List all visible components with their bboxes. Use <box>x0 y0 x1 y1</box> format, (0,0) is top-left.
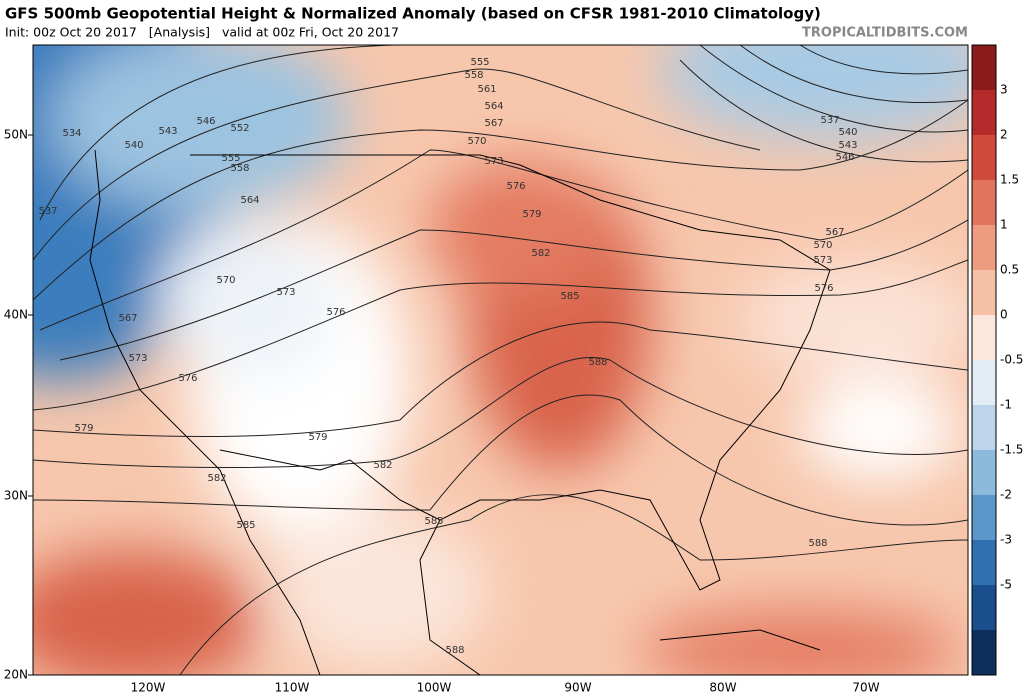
colorbar-label: 1 <box>1000 218 1008 232</box>
colorbar-label: -3 <box>1000 533 1012 547</box>
contour-label: 576 <box>178 373 197 384</box>
map-area: 5555585615645675705735765795825855885885… <box>33 45 968 675</box>
site-name: TROPICALTIDBITS.COM <box>802 26 968 41</box>
contour-label: 570 <box>216 275 235 286</box>
contour-label: 555 <box>470 57 489 68</box>
contour-label: 543 <box>158 126 177 137</box>
colorbar-label: -1.5 <box>1000 443 1023 457</box>
colorbar-label: 0.5 <box>1000 263 1019 277</box>
lon-label: 90W <box>564 681 591 695</box>
contour-label: 588 <box>808 538 827 549</box>
colorbar-label: 0 <box>1000 308 1008 322</box>
colorbar-swatch <box>972 450 996 496</box>
contour-label: 582 <box>207 473 226 484</box>
colorbar-swatch <box>972 270 996 316</box>
contour-label: 570 <box>813 240 832 251</box>
contour-label: 540 <box>124 140 143 151</box>
contour-label: 579 <box>522 209 541 220</box>
contour-label: 588 <box>588 357 607 368</box>
colorbar-label: 3 <box>1000 83 1008 97</box>
contour-label: 585 <box>560 291 579 302</box>
contour-label: 564 <box>240 195 259 206</box>
lon-label: 120W <box>131 681 166 695</box>
contour-label: 573 <box>276 287 295 298</box>
colorbar-swatch <box>972 630 996 676</box>
contour-label: 534 <box>62 128 81 139</box>
lon-label: 80W <box>709 681 736 695</box>
contour-label: 573 <box>484 156 503 167</box>
colorbar-swatch <box>972 135 996 181</box>
contour-label: 552 <box>230 123 249 134</box>
contour-label: 558 <box>230 163 249 174</box>
contour-label: 558 <box>464 70 483 81</box>
colorbar-swatch <box>972 360 996 406</box>
contour-labels: 5555585615645675705735765795825855885885… <box>38 57 857 656</box>
contour-label: 570 <box>467 136 486 147</box>
colorbar-label: 2 <box>1000 128 1008 142</box>
lat-label: 50N <box>4 128 28 142</box>
colorbar-label: -0.5 <box>1000 353 1023 367</box>
contour-label: 567 <box>484 118 503 129</box>
colorbar-swatch <box>972 315 996 361</box>
colorbar-swatch <box>972 495 996 541</box>
lat-label: 30N <box>4 489 28 503</box>
contour-label: 555 <box>221 153 240 164</box>
contour-label: 585 <box>424 516 443 527</box>
contour-label: 579 <box>308 432 327 443</box>
contour-label: 546 <box>196 116 215 127</box>
colorbar-swatch <box>972 585 996 631</box>
contour-label: 540 <box>838 127 857 138</box>
colorbar-label: 1.5 <box>1000 173 1019 187</box>
contour-label: 564 <box>484 101 503 112</box>
lon-label: 70W <box>852 681 879 695</box>
contour-label: 579 <box>74 423 93 434</box>
contour-label: 567 <box>825 227 844 238</box>
colorbar-swatch <box>972 180 996 226</box>
contour-label: 588 <box>445 645 464 656</box>
contour-label: 576 <box>326 307 345 318</box>
contour-label: 573 <box>813 255 832 266</box>
map-frame <box>32 44 969 676</box>
colorbar-swatch <box>972 225 996 271</box>
title: GFS 500mb Geopotential Height & Normaliz… <box>5 5 821 23</box>
contour-label: 543 <box>838 140 857 151</box>
height-contours <box>33 45 968 675</box>
colorbar-swatch <box>972 45 996 91</box>
subtitle: Init: 00z Oct 20 2017 [Analysis] valid a… <box>5 25 399 40</box>
lat-labels: 50N 40N 30N 20N <box>4 128 33 682</box>
colorbar-swatch <box>972 405 996 451</box>
colorbar-frame <box>971 44 997 676</box>
colorbar-label: -5 <box>1000 578 1012 592</box>
contour-label: 537 <box>820 115 839 126</box>
contour-label: 573 <box>128 353 147 364</box>
contour-label: 576 <box>814 283 833 294</box>
colorbar-swatch <box>972 90 996 136</box>
colorbar: 3 2 1.5 1 0.5 0 -0.5 -1 -1.5 -2 -3 -5 <box>971 44 1023 676</box>
colorbar-label: -2 <box>1000 488 1012 502</box>
colorbar-label: -1 <box>1000 398 1012 412</box>
contour-label: 537 <box>38 206 57 217</box>
coastlines-borders <box>89 149 831 675</box>
contour-label: 567 <box>118 313 137 324</box>
contour-label: 585 <box>236 520 255 531</box>
colorbar-swatch <box>972 540 996 586</box>
contour-label: 561 <box>477 84 496 95</box>
contour-label: 576 <box>506 181 525 192</box>
lat-label: 20N <box>4 668 28 682</box>
lon-label: 100W <box>417 681 452 695</box>
lon-label: 110W <box>275 681 310 695</box>
contour-label: 582 <box>373 460 392 471</box>
lat-label: 40N <box>4 308 28 322</box>
lon-labels: 120W 110W 100W 90W 80W 70W <box>131 681 880 695</box>
contour-label: 546 <box>835 152 854 163</box>
contour-label: 582 <box>531 248 550 259</box>
